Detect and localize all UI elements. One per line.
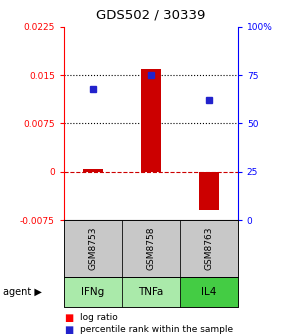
Bar [83, 169, 103, 172]
Text: GDS502 / 30339: GDS502 / 30339 [96, 8, 206, 22]
Text: GSM8753: GSM8753 [88, 227, 97, 270]
Text: ■: ■ [64, 312, 73, 323]
Text: log ratio: log ratio [80, 313, 117, 322]
Bar [199, 172, 219, 210]
Bar [141, 69, 161, 172]
Text: TNFa: TNFa [138, 287, 164, 297]
Text: IL4: IL4 [201, 287, 217, 297]
Text: ■: ■ [64, 325, 73, 335]
Text: percentile rank within the sample: percentile rank within the sample [80, 326, 233, 334]
Text: GSM8758: GSM8758 [146, 227, 155, 270]
Text: GSM8763: GSM8763 [204, 227, 213, 270]
Text: IFNg: IFNg [81, 287, 104, 297]
Text: agent ▶: agent ▶ [3, 287, 42, 297]
